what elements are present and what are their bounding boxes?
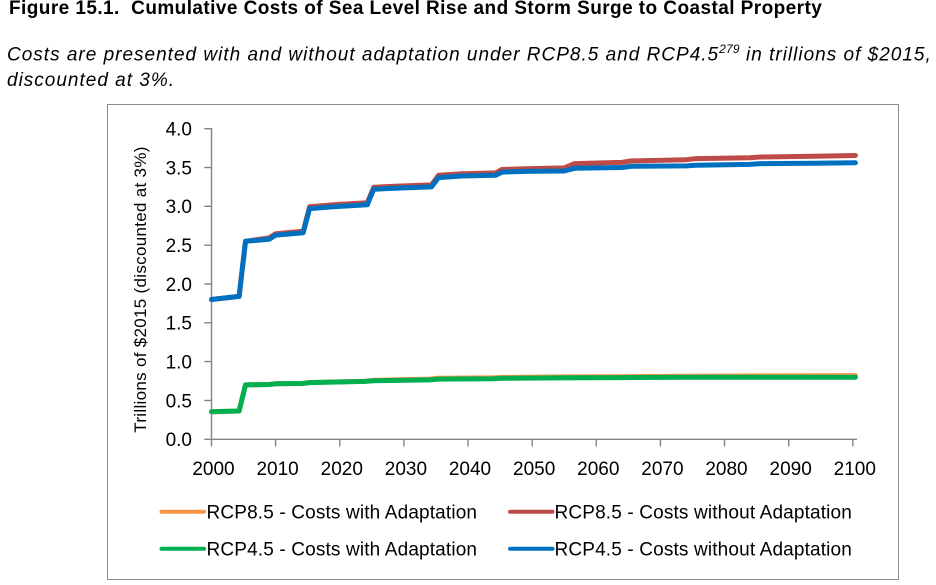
svg-text:3.5: 3.5 [166, 158, 192, 179]
svg-text:0.5: 0.5 [166, 391, 192, 412]
svg-text:2070: 2070 [641, 459, 683, 480]
svg-text:RCP8.5 - Costs with Adaptation: RCP8.5 - Costs with Adaptation [207, 503, 478, 524]
svg-text:2020: 2020 [321, 459, 363, 480]
svg-text:2.0: 2.0 [166, 275, 192, 296]
svg-text:RCP4.5 - Costs without Adaptat: RCP4.5 - Costs without Adaptation [555, 540, 853, 561]
svg-text:RCP8.5 - Costs without Adaptat: RCP8.5 - Costs without Adaptation [555, 503, 853, 524]
svg-text:0.0: 0.0 [166, 430, 192, 451]
svg-text:2060: 2060 [577, 459, 619, 480]
svg-text:2010: 2010 [256, 459, 298, 480]
svg-text:2050: 2050 [513, 459, 555, 480]
svg-text:2100: 2100 [834, 459, 876, 480]
svg-text:Trillions of $2015 (discounted: Trillions of $2015 (discounted at 3%) [131, 146, 150, 432]
svg-text:1.5: 1.5 [166, 314, 192, 335]
svg-text:3.0: 3.0 [166, 197, 192, 218]
svg-text:1.0: 1.0 [166, 353, 192, 374]
svg-text:2030: 2030 [385, 459, 427, 480]
svg-text:2000: 2000 [192, 459, 234, 480]
svg-text:2090: 2090 [770, 459, 812, 480]
svg-text:4.0: 4.0 [166, 120, 192, 141]
svg-text:RCP4.5 - Costs with Adaptation: RCP4.5 - Costs with Adaptation [207, 540, 478, 561]
svg-text:2080: 2080 [705, 459, 747, 480]
svg-text:2040: 2040 [449, 459, 491, 480]
svg-text:2.5: 2.5 [166, 236, 192, 257]
